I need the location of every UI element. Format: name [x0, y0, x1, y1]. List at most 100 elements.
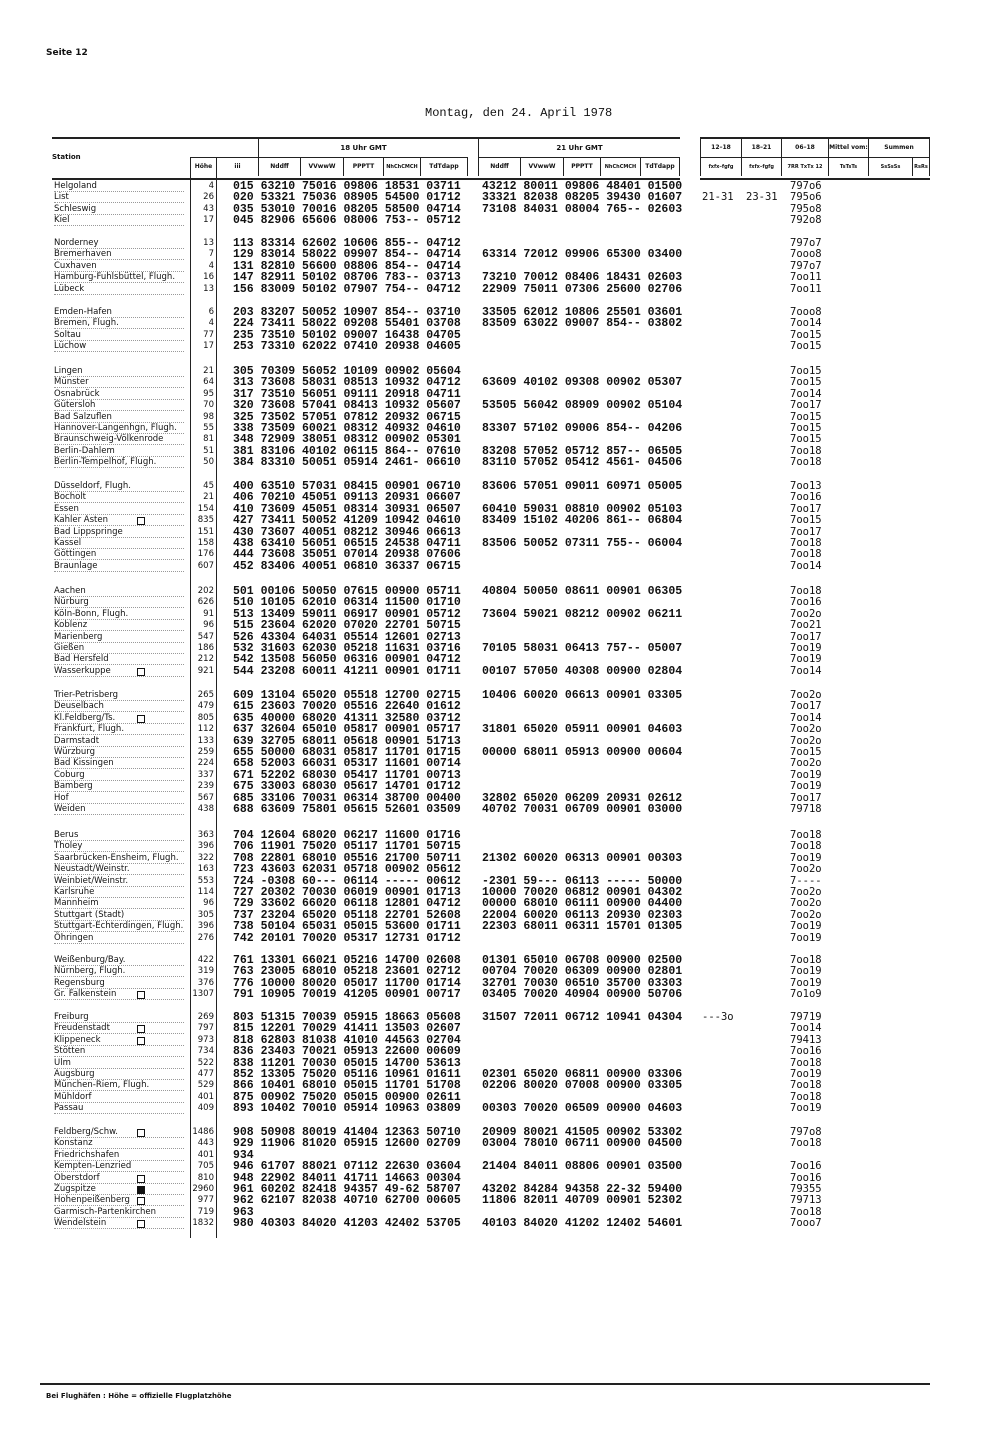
station-height: 95: [203, 388, 214, 399]
station-height: 269: [197, 1012, 214, 1022]
table-row: München-Riem, Flugh. 529 866 10401 68010 0…: [0, 1079, 1000, 1092]
table-row: Marienberg 547 526 43304 64031 05514 12601…: [0, 631, 1000, 643]
station-group: Feldberg/Schw. 1486 908 50908 80019 41404 …: [0, 1126, 1000, 1230]
square-icon: [137, 714, 145, 723]
station-name: Stötten: [54, 1046, 184, 1058]
obs-21-groups: 00303 70020 06509 00900 04603: [482, 1102, 683, 1116]
station-id: 410: [233, 502, 254, 516]
obs-18-groups: 31603 62030 05218 11631 03716: [260, 641, 461, 655]
precip-temp-06-18: 7oo18: [790, 840, 822, 853]
table-row: Passau 409 893 10402 70010 05914 10963 038…: [0, 1102, 1000, 1116]
table-row: Bad Lippspringe 151 430 73607 40051 08212 …: [0, 526, 1000, 538]
table-row: Gießen 186 532 31603 62030 05218 11631 037…: [0, 641, 1000, 655]
station-id: 015: [233, 180, 254, 193]
station-name: Weißenburg/Bay.: [54, 955, 184, 966]
station-name: Garmisch-Partenkirchen: [54, 1207, 184, 1218]
precip-temp-06-18: 797o7: [790, 237, 822, 249]
precip-temp-06-18: 7oo19: [790, 965, 822, 978]
precip-temp-06-18: 7oo18: [790, 1079, 822, 1092]
obs-18-groups: 73608 35051 07014 20938 07606: [260, 548, 461, 562]
precip-temp-06-18: 7oo17: [790, 399, 822, 412]
table-row: Gütersloh 70 320 73608 57041 08413 10932 0…: [0, 399, 1000, 413]
obs-18-utc: 737 23204 65020 05118 22701 52608: [233, 908, 461, 922]
obs-21-groups: 00000 68010 06111 00900 04400: [482, 897, 683, 911]
precip-temp-06-18: 7oo17: [790, 502, 822, 515]
obs-18-groups: 62803 81038 41010 44563 02704: [260, 1033, 461, 1047]
station-height: 212: [197, 654, 214, 665]
station-name: Nürburg: [54, 597, 184, 609]
station-id: 639: [233, 734, 254, 748]
station-name: Wendelstein: [54, 1218, 184, 1230]
table-row: Stuttgart (Stadt) 305 737 23204 65020 0511…: [0, 908, 1000, 922]
station-id: 131: [233, 259, 254, 273]
station-height: 973: [197, 1034, 214, 1045]
obs-21-groups: 11806 82011 40709 00901 52302: [482, 1194, 683, 1208]
precip-temp-06-18: 7oo14: [790, 317, 822, 330]
obs-18-utc: 320 73608 57041 08413 10932 05607: [233, 399, 461, 413]
station-name: Öhringen: [54, 933, 184, 944]
obs-18-groups: 23204 65020 05118 22701 52608: [260, 908, 461, 922]
station-group: Düsseldorf, Flugh. 45 400 63510 57031 0841…: [0, 480, 1000, 572]
table-row: Bocholt 21 406 70210 45051 09113 20931 066…: [0, 491, 1000, 504]
header-18-clouds: NhChCMCH: [383, 157, 420, 176]
obs-18-utc: 609 13104 65020 05518 12700 02715: [233, 690, 461, 702]
precip-temp-06-18: 7oo15: [790, 365, 822, 377]
precip-temp-06-18: 7oo18: [790, 536, 822, 549]
station-height: 553: [197, 875, 214, 886]
header-21-vvwww: VVwwW: [520, 157, 563, 176]
station-height: 114: [197, 886, 214, 897]
obs-21-groups: 63609 40102 09308 00902 05307: [482, 376, 683, 390]
station-id: 203: [233, 306, 254, 319]
station-id: 961: [233, 1182, 254, 1196]
station-name: Soltau: [54, 330, 184, 341]
table-row: Saarbrücken-Ensheim, Flugh. 322 708 22801 …: [0, 852, 1000, 865]
precip-temp-06-18: 7oo2o: [790, 607, 822, 620]
table-row: Nürburg 626 510 10105 62010 06314 11500 01…: [0, 596, 1000, 609]
obs-21-groups: 02301 65020 06811 00900 03306: [482, 1067, 683, 1081]
precip-temp-06-18: 795o8: [790, 202, 822, 215]
table-row: Aachen 202 501 00106 50050 07615 00900 057…: [0, 585, 1000, 597]
station-group: Norderney 13 113 83314 62602 10606 855-- 0…: [0, 237, 1000, 295]
station-height: 43: [203, 203, 214, 214]
obs-18-utc: 708 22801 68010 05516 21700 50711: [233, 853, 461, 865]
station-height: 529: [197, 1080, 214, 1091]
station-height: 163: [197, 864, 214, 875]
station-name: Hohenpeißenberg: [54, 1195, 184, 1207]
station-id: 852: [233, 1067, 254, 1081]
obs-18-groups: 33106 70031 06314 38700 00400: [260, 791, 461, 805]
station-name: Frankfurt, Flugh.: [54, 724, 184, 736]
table-row: Münster 64 313 73608 58031 08513 10932 047…: [0, 376, 1000, 390]
obs-21-groups: 83208 57052 05712 857-- 06505: [482, 444, 683, 458]
obs-18-groups: 73608 58031 08513 10932 04712: [260, 376, 461, 390]
station-height: 401: [197, 1149, 214, 1160]
obs-18-groups: 10905 70019 41205 00901 00717: [260, 988, 461, 1002]
station-id: 544: [233, 664, 254, 678]
table-row: Berlin-Tempelhof, Flugh. 50 384 83310 5005…: [0, 456, 1000, 469]
precip-temp-06-18: 7oo2o: [790, 897, 822, 910]
station-height: 13: [203, 238, 214, 248]
station-id: 320: [233, 399, 254, 413]
station-height: 479: [197, 701, 214, 712]
precip-temp-06-18: 7oo2o: [790, 863, 822, 876]
obs-21-groups: -2301 59--- 06113 ----- 50000: [482, 874, 683, 888]
obs-18-groups: 72909 38051 08312 00902 05301: [260, 433, 461, 447]
subheader-12-18: fxfx–fgfg: [700, 157, 741, 176]
report-date: Montag, den 24. April 1978: [425, 106, 613, 120]
station-name: Berlin-Dahlem: [54, 446, 184, 457]
precip-temp-06-18: 795o6: [790, 191, 822, 204]
obs-18-groups: 33003 68030 05617 14701 01712: [260, 780, 461, 794]
precip-temp-06-18: 7oo19: [790, 768, 822, 781]
obs-21-groups: 83606 57051 09011 60971 05005: [482, 480, 683, 493]
station-name: Feldberg/Schw.: [54, 1127, 184, 1138]
obs-21-groups: 21404 84011 08806 00901 03500: [482, 1160, 683, 1174]
table-row: Hohenpeißenberg 977 962 62107 82038 40710 …: [0, 1194, 1000, 1208]
obs-18-utc: 724 -0308 60--- 06114 ----- 00612: [233, 875, 461, 887]
station-height: 21: [203, 366, 214, 376]
obs-18-utc: 515 23604 62020 07020 22701 50715: [233, 620, 461, 632]
precip-temp-06-18: 7oo16: [790, 491, 822, 504]
table-row: Emden-Hafen 6 203 83207 50052 10907 854-- …: [0, 306, 1000, 319]
station-name: Zugspitze: [54, 1184, 184, 1195]
obs-18-utc: 761 13301 66021 05216 14700 02608: [233, 955, 461, 967]
obs-21-groups: 33321 82038 08205 39430 01607: [482, 191, 683, 205]
station-name: Norderney: [54, 238, 184, 249]
